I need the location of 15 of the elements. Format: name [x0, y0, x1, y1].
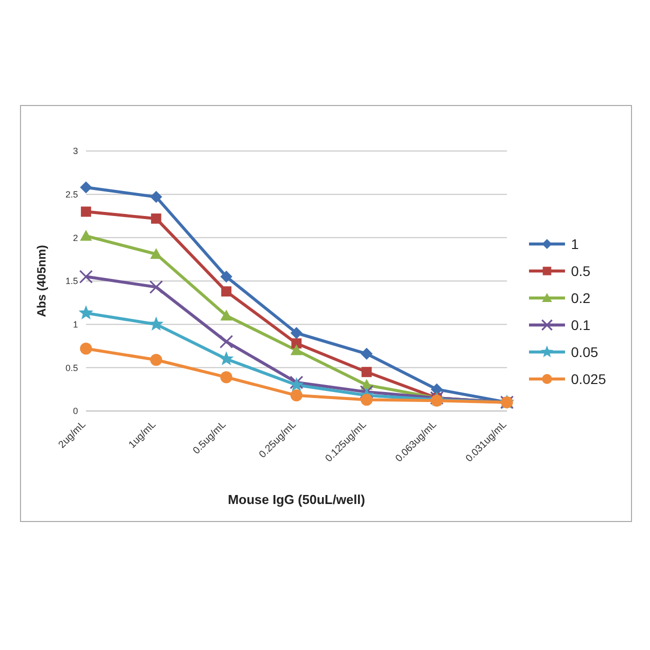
y-tick-label: 1 [72, 320, 78, 330]
legend-label: 0.05 [570, 344, 598, 360]
y-tick-label: 1.5 [65, 276, 78, 286]
legend-label: 0.5 [570, 262, 590, 278]
y-tick-label: 0.5 [65, 362, 78, 373]
y-tick-label: 0 [72, 406, 78, 416]
legend-label: 0.2 [570, 290, 590, 306]
legend-label: 1 [570, 236, 579, 252]
y-tick-label: 3 [72, 146, 78, 156]
legend-label: 0.025 [570, 370, 606, 386]
y-tick-label: 2.5 [65, 190, 78, 200]
x-axis-title: Mouse IgG (50uL/well) [228, 492, 366, 507]
y-axis-title: Abs (405nm) [34, 244, 48, 318]
legend-label: 0.1 [570, 316, 590, 332]
y-tick-label: 2 [72, 232, 78, 243]
